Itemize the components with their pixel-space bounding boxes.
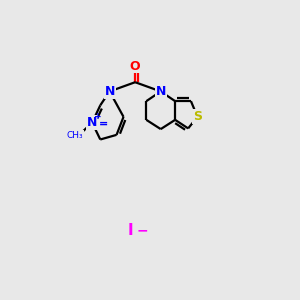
Text: CH₃: CH₃ [66,131,83,140]
Text: I: I [128,223,133,238]
Text: S: S [193,110,202,123]
Text: O: O [130,59,140,73]
Text: −: − [136,223,148,237]
Text: =: = [99,119,108,129]
Text: N: N [104,85,115,98]
Text: N: N [87,116,97,129]
Text: +: + [94,112,101,121]
Text: N: N [155,85,166,98]
